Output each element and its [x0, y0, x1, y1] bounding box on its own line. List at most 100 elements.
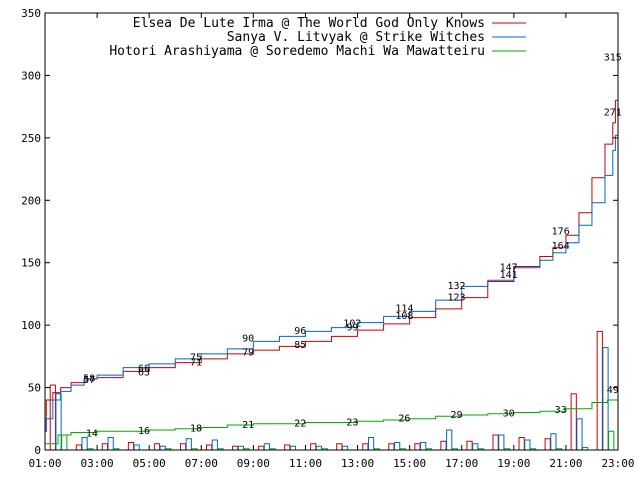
hourly-bar	[336, 443, 343, 451]
value-label: 23	[346, 417, 358, 428]
value-label: 33	[555, 405, 567, 416]
series-line	[45, 111, 619, 432]
y-tick-label: 300	[21, 69, 41, 82]
hourly-bar	[107, 437, 114, 451]
hourly-bar	[518, 437, 525, 451]
value-label: 14	[86, 429, 98, 440]
value-label: 66	[138, 364, 150, 375]
hourly-bar	[205, 444, 213, 451]
hourly-bar	[75, 444, 82, 451]
value-label: 108	[395, 311, 413, 322]
x-tick-label: 21:00	[549, 457, 582, 470]
hourly-bar	[466, 440, 473, 451]
value-label: 30	[503, 409, 515, 420]
value-label: 21	[242, 420, 254, 431]
x-tick-label: 13:00	[341, 457, 374, 470]
hourly-bar	[367, 437, 375, 451]
hourly-bar	[55, 393, 62, 451]
hourly-bars	[49, 330, 615, 451]
value-label: 57	[83, 375, 95, 386]
plot-frame	[44, 12, 619, 451]
hourly-bar	[550, 433, 557, 451]
hourly-bar	[61, 434, 68, 451]
hourly-bar	[394, 442, 401, 451]
hourly-bar	[446, 429, 453, 451]
hourly-bar	[185, 438, 192, 451]
legend-label: Elsea De Lute Irma @ The World God Only …	[133, 16, 485, 31]
y-tick-label: 0	[34, 444, 41, 457]
hourly-bar	[498, 434, 505, 451]
value-label: 114	[395, 304, 413, 315]
hourly-bar	[414, 443, 421, 451]
x-tick-label: 19:00	[497, 457, 530, 470]
value-label: 141	[500, 270, 518, 281]
value-label: 176	[552, 226, 570, 237]
x-tick-label: 15:00	[393, 457, 426, 470]
hourly-bar	[258, 445, 265, 451]
value-label: 75	[190, 352, 202, 363]
value-label: 22	[294, 419, 306, 430]
value-label: 85	[294, 340, 306, 351]
value-label: 96	[294, 326, 306, 337]
value-label: 29	[450, 410, 462, 421]
hourly-bar	[179, 443, 187, 451]
value-label: 49	[607, 385, 619, 396]
value-label: 147	[500, 262, 518, 273]
y-tick-label: 50	[28, 382, 41, 395]
y-tick-label: 250	[21, 132, 41, 145]
value-label: 63	[138, 367, 150, 378]
value-label: 102	[343, 319, 361, 330]
series-line	[45, 56, 619, 432]
x-tick-label: 03:00	[81, 457, 114, 470]
x-tick-label: 05:00	[133, 457, 166, 470]
hourly-bar	[608, 430, 615, 451]
x-tick-label: 23:00	[601, 457, 634, 470]
hourly-bar	[362, 443, 369, 451]
value-label: 90	[242, 334, 254, 345]
hourly-bar	[596, 330, 603, 451]
hourly-bar	[576, 418, 583, 451]
hourly-bar	[310, 443, 317, 451]
value-label: 123	[447, 292, 465, 303]
hourly-bar	[153, 443, 161, 451]
value-label: 99	[346, 322, 358, 333]
value-label: 16	[138, 426, 150, 437]
axes: 0 50 100 150 200 250 300 350 01:00 03:00 05:00 07:0…	[21, 7, 634, 470]
value-label: 79	[242, 347, 254, 358]
y-tick-label: 150	[21, 257, 41, 270]
value-label: 26	[398, 414, 410, 425]
hourly-bar	[284, 444, 291, 451]
x-tick-label: 17:00	[445, 457, 478, 470]
hourly-bar	[237, 445, 244, 451]
hourly-bar	[159, 445, 166, 451]
y-tick-label: 350	[21, 7, 41, 20]
hourly-bar	[315, 445, 323, 451]
hourly-bar	[524, 439, 531, 451]
x-tick-label: 01:00	[28, 457, 61, 470]
value-label: 58	[83, 374, 95, 385]
hourly-bar	[133, 444, 140, 451]
hourly-bar	[341, 445, 349, 451]
x-tick-label: 07:00	[185, 457, 218, 470]
value-label: 71	[190, 357, 202, 368]
legend: Elsea De Lute Irma @ The World God Only …	[109, 16, 526, 59]
x-tick-label: 09:00	[237, 457, 270, 470]
hourly-bar	[472, 443, 479, 451]
hourly-bar	[127, 442, 135, 451]
hourly-bar	[440, 440, 447, 451]
hourly-bar	[263, 443, 271, 451]
hourly-bar	[602, 347, 609, 451]
value-label: 315	[604, 53, 622, 64]
hourly-bar	[289, 445, 297, 451]
value-label: 164	[552, 241, 570, 252]
hourly-bar	[570, 393, 577, 451]
cumulative-lines	[45, 56, 619, 445]
value-label: 18	[190, 424, 202, 435]
hourly-bar	[101, 443, 109, 451]
value-label: 132	[447, 281, 465, 292]
hourly-bar	[492, 434, 499, 451]
value-label: 271	[604, 108, 622, 119]
hourly-bar	[232, 445, 239, 451]
